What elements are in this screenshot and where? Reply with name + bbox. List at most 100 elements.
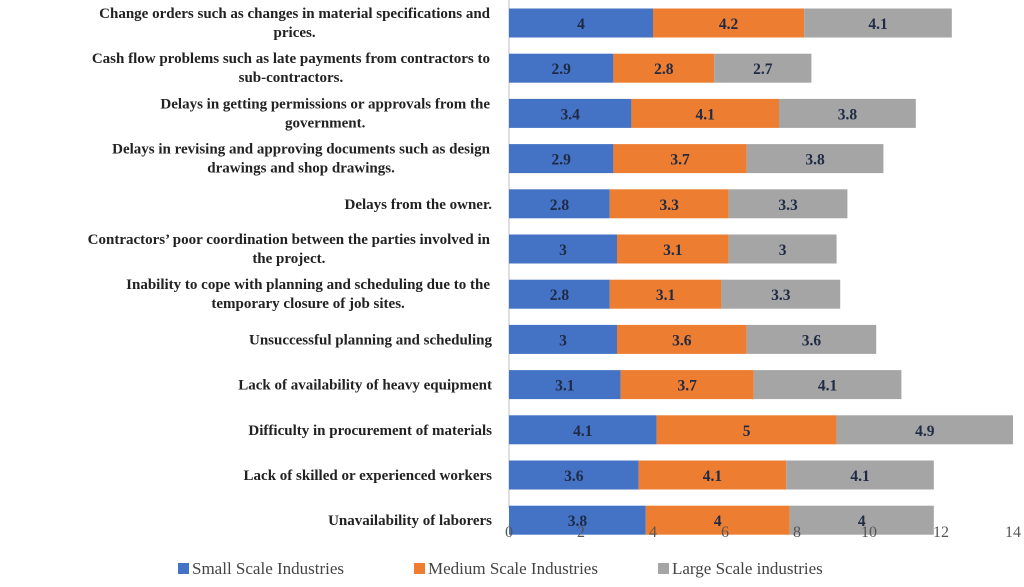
value-label: 4.9 <box>915 423 935 440</box>
bar-segment-medium <box>609 189 729 219</box>
category-label: Cash flow problems such as late payments… <box>92 51 490 86</box>
category-label: Unsuccessful planning and scheduling <box>249 332 493 348</box>
value-label: 3.8 <box>838 106 858 123</box>
bar-segment-large <box>804 8 952 38</box>
value-label: 4.1 <box>850 468 869 485</box>
category-label: Delays from the owner. <box>345 197 493 213</box>
bar-segment-small <box>509 460 639 490</box>
value-label: 3.3 <box>771 287 791 304</box>
value-label: 3.1 <box>656 287 675 304</box>
value-label: 3.8 <box>568 513 588 530</box>
value-label: 3.6 <box>672 332 692 349</box>
category-label: Change orders such as changes in materia… <box>99 6 491 41</box>
value-label: 2.9 <box>552 152 572 169</box>
value-labels: 4 4.2 4.1 2.9 2.8 2.7 3.4 4.1 3.8 2.9 3.7 3.8 2.8 3.3… <box>550 16 935 530</box>
x-tick-label: 14 <box>1005 524 1021 541</box>
x-tick-label: 10 <box>861 524 877 541</box>
x-tick-label: 4 <box>649 524 657 541</box>
category-labels: Change orders such as changes in materia… <box>88 6 493 529</box>
bar-segment-medium <box>613 53 715 83</box>
value-label: 4.1 <box>573 423 592 440</box>
legend-swatch <box>178 563 189 574</box>
value-label: 3.6 <box>564 468 584 485</box>
bar-segment-large <box>789 505 934 535</box>
value-label: 3.7 <box>678 378 698 395</box>
x-tick-label: 12 <box>933 524 949 541</box>
bar-segment-large <box>786 460 934 490</box>
x-tick-label: 8 <box>793 524 801 541</box>
legend-label: Small Scale Industries <box>192 559 344 578</box>
value-label: 4 <box>858 513 866 530</box>
value-label: 4 <box>714 513 722 530</box>
bar-segment-large <box>714 53 812 83</box>
value-label: 4.1 <box>818 378 837 395</box>
bar-segment-small <box>509 234 617 264</box>
value-label: 2.8 <box>654 61 674 78</box>
category-label: Unavailability of laborers <box>328 513 492 529</box>
category-label: Delays in getting permissions or approva… <box>160 96 490 131</box>
bar-segments <box>509 8 1013 535</box>
bar-segment-medium <box>617 234 729 264</box>
bar-segment-small <box>509 370 621 400</box>
legend-swatch <box>414 563 425 574</box>
value-label: 3 <box>779 242 787 259</box>
bar-segment-large <box>753 370 902 400</box>
bar-segment-small <box>509 189 610 219</box>
value-label: 4.1 <box>696 106 715 123</box>
x-tick-label: 2 <box>577 524 585 541</box>
value-label: 4.1 <box>703 468 722 485</box>
bar-segment-large <box>746 144 884 174</box>
legend: Small Scale Industries Medium Scale Indus… <box>178 559 823 578</box>
bar-segment-large <box>721 279 841 309</box>
bar-segment-small <box>509 415 657 445</box>
bar-segment-medium <box>613 144 747 174</box>
bar-segment-medium <box>656 415 837 445</box>
x-tick-label: 0 <box>505 524 513 541</box>
value-label: 3.4 <box>561 106 581 123</box>
bar-segment-medium <box>620 370 754 400</box>
bar-segment-medium <box>653 8 805 38</box>
bar-segment-medium <box>638 460 787 490</box>
bar-segment-medium <box>645 505 790 535</box>
bar-segment-medium <box>631 98 779 128</box>
value-label: 3.3 <box>778 197 798 214</box>
legend-label: Large Scale industries <box>672 559 823 578</box>
bar-segment-large <box>779 98 916 128</box>
bar-segment-small <box>509 324 617 354</box>
bar-segment-large <box>728 234 837 264</box>
category-label: Lack of availability of heavy equipment <box>238 378 492 394</box>
value-label: 2.8 <box>550 197 570 214</box>
value-label: 5 <box>743 423 751 440</box>
legend-label: Medium Scale Industries <box>428 559 598 578</box>
value-label: 3.8 <box>805 152 825 169</box>
bar-segment-large <box>728 189 848 219</box>
legend-swatch <box>658 563 669 574</box>
value-label: 3.1 <box>663 242 682 259</box>
category-label: Lack of skilled or experienced workers <box>244 468 493 484</box>
bar-segment-medium <box>609 279 722 309</box>
value-label: 3.6 <box>802 332 822 349</box>
value-label: 3.1 <box>555 378 574 395</box>
category-label: Inability to cope with planning and sche… <box>126 277 490 312</box>
category-label: Difficulty in procurement of materials <box>248 423 492 439</box>
bar-segment-small <box>509 505 646 535</box>
value-label: 3 <box>559 242 567 259</box>
value-label: 2.7 <box>753 61 773 78</box>
value-label: 2.8 <box>550 287 570 304</box>
x-tick-label: 6 <box>721 524 729 541</box>
value-label: 3 <box>559 332 567 349</box>
value-label: 4 <box>577 16 585 33</box>
category-label: Delays in revising and approving documen… <box>112 142 491 177</box>
value-label: 2.9 <box>552 61 572 78</box>
bar-segment-small <box>509 8 653 38</box>
value-label: 4.1 <box>868 16 887 33</box>
value-label: 3.7 <box>670 152 690 169</box>
bar-segment-small <box>509 279 610 309</box>
category-label: Contractors’ poor coordination between t… <box>88 232 491 267</box>
bar-segment-small <box>509 98 632 128</box>
bar-segment-large <box>746 324 877 354</box>
value-label: 4.2 <box>719 16 739 33</box>
value-label: 3.3 <box>660 197 680 214</box>
bar-segment-small <box>509 144 614 174</box>
